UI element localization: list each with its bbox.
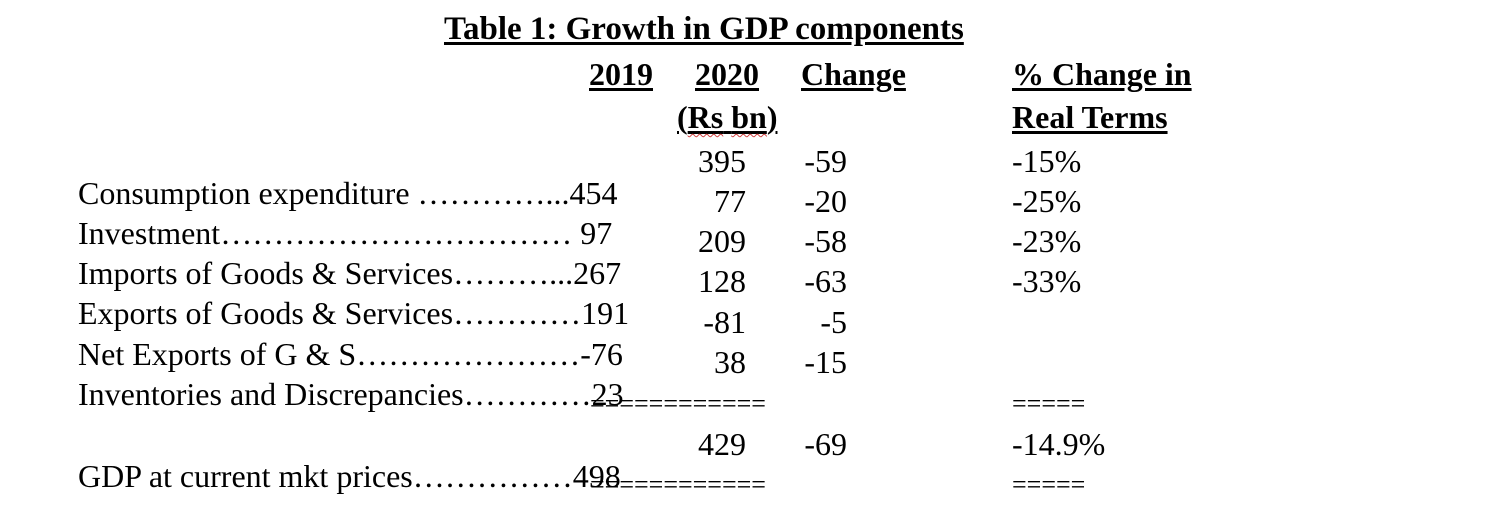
row-value-2020: 209 [698,223,746,259]
table-row: Inventories and Discrepancies…………23 [62,346,624,410]
row-value-2019: 267 [573,255,622,291]
header-units: (Rs bn) [677,101,777,133]
row-change: -15 [804,344,847,380]
total-value-2019: 498 [572,458,621,494]
row-label: Net Exports of G & S………………… [78,336,581,372]
row-pct-change: -15% [1012,143,1082,179]
row-value-2020: -81 [703,304,746,340]
row-label: Imports of Goods & Services………... [78,255,574,291]
row-value-2019: 454 [569,175,618,211]
table-row: Imports of Goods & Services………...267 [62,225,621,289]
header-2019: 2019 [589,56,653,92]
row-change: -20 [804,183,847,219]
row-label: Investment…………………………… [78,215,581,251]
row-value-2020: 38 [714,344,746,380]
units-rs: Rs [687,99,724,135]
table-row: Investment…………………………… 97 [62,185,612,249]
row-value-2019: 191 [581,295,630,331]
row-value-2020: 77 [714,183,746,219]
row-pct-change: -23% [1012,223,1082,259]
row-label: Inventories and Discrepancies………… [78,376,592,412]
table-row: Consumption expenditure …………...454 [62,145,618,209]
table-row: Net Exports of G & S…………………-76 [62,306,623,370]
table-title: Table 1: Growth in GDP components [444,11,964,47]
row-value-2020: 395 [698,143,746,179]
row-change: -59 [804,143,847,179]
row-value-2019: 23 [591,376,624,412]
total-label: GDP at current mkt prices…………… [78,458,573,494]
units-open-paren: ( [677,99,688,135]
header-pct-change-line2: Real Terms [1012,99,1168,135]
row-pct-change: -33% [1012,263,1082,299]
header-2020: 2020 [695,56,759,92]
row-change: -63 [804,263,847,299]
total-value-2020: 429 [698,426,746,462]
total-change: -69 [804,426,847,462]
row-value-2019: -76 [580,336,623,372]
units-close-paren: ) [766,99,778,135]
row-label: Consumption expenditure …………... [78,175,570,211]
separator-values-bottom: ============ [590,470,766,499]
header-pct-change-line1: % Change in [1012,56,1192,92]
row-change: -58 [804,223,847,259]
separator-pct-bottom: ===== [1012,470,1086,499]
total-pct-change: -14.9% [1012,426,1106,462]
row-pct-change: -25% [1012,183,1082,219]
row-value-2019: 97 [580,215,613,251]
units-bn: bn [731,99,767,135]
row-value-2020: 128 [698,263,746,299]
separator-values: ============ [590,389,766,418]
row-change: -5 [820,304,847,340]
table-row: Exports of Goods & Services…………191 [62,265,629,329]
header-change: Change [801,56,906,92]
separator-pct: ===== [1012,389,1086,418]
total-row: GDP at current mkt prices……………498 [62,428,621,492]
row-label: Exports of Goods & Services………… [78,295,582,331]
